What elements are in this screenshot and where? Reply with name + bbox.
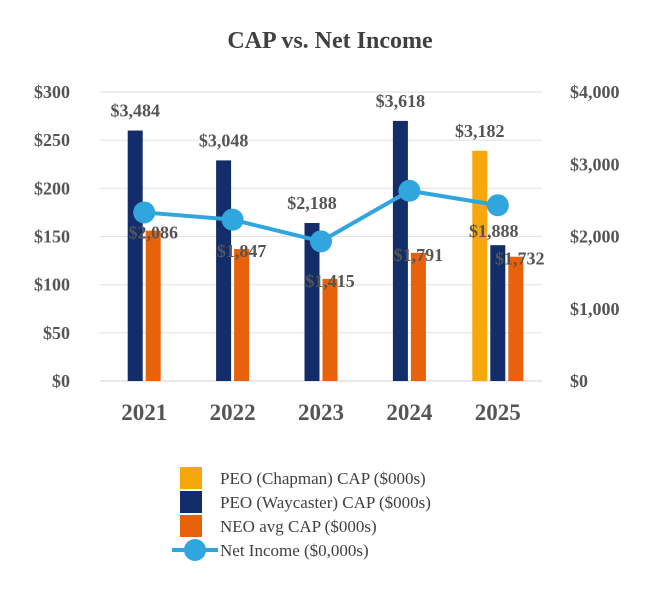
bar-waycaster-2025 xyxy=(490,245,506,381)
legend: PEO (Chapman) CAP ($000s) PEO (Waycaster)… xyxy=(172,467,431,561)
legend-swatch xyxy=(180,467,202,489)
left-axis-ticks: $0 $50 $100 $150 $200 $250 $300 xyxy=(34,82,70,391)
legend-label: PEO (Waycaster) CAP ($000s) xyxy=(220,493,431,512)
bar-chapman-2025 xyxy=(472,150,488,381)
right-axis-ticks: $0 $1,000 $2,000 $3,000 $4,000 xyxy=(570,82,620,391)
category-labels: 2021 2022 2023 2024 2025 xyxy=(121,400,521,425)
data-label: $3,048 xyxy=(199,130,249,150)
left-axis-tick-label: $50 xyxy=(43,323,70,343)
right-axis-tick-label: $2,000 xyxy=(570,227,620,247)
left-axis-tick-label: $300 xyxy=(34,82,70,102)
data-label: $1,888 xyxy=(469,221,519,241)
bar-avg-2025 xyxy=(508,256,524,381)
left-axis-tick-label: $100 xyxy=(34,275,70,295)
line-series xyxy=(133,179,509,253)
category-label: 2025 xyxy=(475,400,521,425)
legend-label: Net Income ($0,000s) xyxy=(220,541,369,560)
net-income-point-2022 xyxy=(221,208,244,231)
bar-waycaster-2022 xyxy=(216,160,232,381)
data-label: $3,484 xyxy=(110,101,160,121)
net-income-point-2021 xyxy=(133,201,156,224)
left-axis-tick-label: $150 xyxy=(34,227,70,247)
right-axis-tick-label: $1,000 xyxy=(570,299,620,319)
data-label: $3,182 xyxy=(455,121,505,141)
right-axis-tick-label: $3,000 xyxy=(570,154,620,174)
right-axis-tick-label: $4,000 xyxy=(570,82,620,102)
data-label: $1,415 xyxy=(305,271,355,291)
bar-avg-2023 xyxy=(322,278,338,381)
data-label: $2,188 xyxy=(287,193,337,213)
net-income-point-2025 xyxy=(486,194,509,217)
bar-waycaster-2021 xyxy=(127,130,143,381)
gridlines xyxy=(100,91,542,382)
data-label: $1,791 xyxy=(394,245,444,265)
legend-swatch xyxy=(180,491,202,513)
left-axis-tick-label: $200 xyxy=(34,178,70,198)
legend-swatch xyxy=(180,515,202,537)
bar-waycaster-2023 xyxy=(304,223,320,381)
data-label: $1,847 xyxy=(217,241,267,261)
bar-avg-2024 xyxy=(410,252,426,381)
legend-label: PEO (Chapman) CAP ($000s) xyxy=(220,469,426,488)
data-label: $1,732 xyxy=(495,249,545,269)
data-labels: $3,484 $2,086 $3,048 $1,847 $2,188 $1,415 $3,6… xyxy=(110,91,544,291)
category-label: 2022 xyxy=(210,400,256,425)
chart-title: CAP vs. Net Income xyxy=(227,28,433,54)
left-axis-tick-label: $0 xyxy=(52,371,70,391)
legend-circle-swatch xyxy=(184,539,206,561)
legend-label: NEO avg CAP ($000s) xyxy=(220,517,377,536)
data-label: $3,618 xyxy=(376,91,426,111)
left-axis-tick-label: $250 xyxy=(34,130,70,150)
bar-avg-2022 xyxy=(234,249,250,381)
bar-avg-2021 xyxy=(145,230,161,381)
category-label: 2024 xyxy=(386,400,433,425)
category-label: 2023 xyxy=(298,400,344,425)
right-axis-tick-label: $0 xyxy=(570,371,588,391)
category-label: 2021 xyxy=(121,400,167,425)
net-income-point-2024 xyxy=(398,179,421,202)
net-income-point-2023 xyxy=(310,230,332,253)
data-label: $2,086 xyxy=(128,223,178,243)
